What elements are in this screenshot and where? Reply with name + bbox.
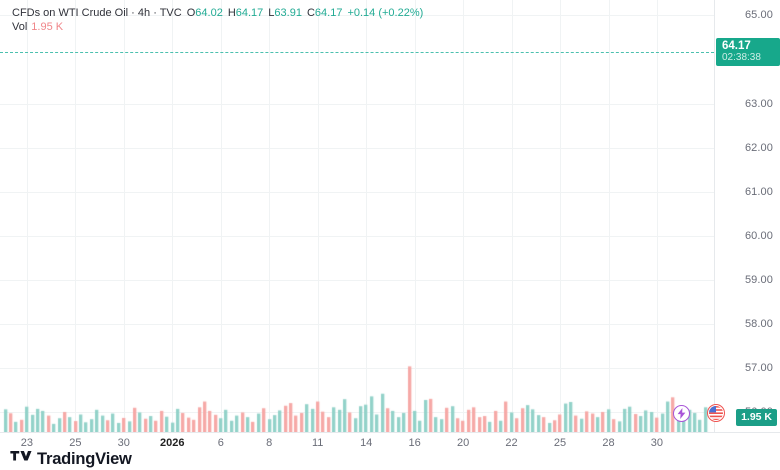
time-axis[interactable]: 23 25 30 2026 6 8 11 14 16 20 22 25 28 30 xyxy=(0,432,780,453)
low-value: 63.91 xyxy=(274,7,302,19)
symbol-title[interactable]: CFDs on WTI Crude Oil · 4h · TVC xyxy=(12,7,182,19)
price-tick-label: 65.00 xyxy=(744,9,773,22)
tradingview-logo[interactable]: TradingView xyxy=(10,450,132,469)
last-price-value: 64.17 xyxy=(722,40,751,52)
time-tick-label: 25 xyxy=(553,437,567,449)
time-tick-label: 14 xyxy=(360,437,373,449)
volume-value: 1.95 K xyxy=(31,21,64,33)
last-price-badge[interactable]: 64.17 02:38:38 xyxy=(716,38,780,66)
high-label: H xyxy=(227,7,236,19)
time-tick-label: 28 xyxy=(602,437,615,449)
price-tick-label: 60.00 xyxy=(744,229,773,242)
time-tick-label: 25 xyxy=(69,437,82,449)
volume-label: Vol xyxy=(12,21,28,33)
time-tick-label: 22 xyxy=(505,437,518,449)
price-tick-label: 63.00 xyxy=(744,97,773,110)
open-label: O xyxy=(186,7,196,19)
close-label: C xyxy=(306,7,315,19)
candlestick-series[interactable] xyxy=(0,0,714,432)
legend-line-volume: Vol 1.95 K xyxy=(12,20,423,34)
bar-countdown-timer: 02:38:38 xyxy=(722,52,761,63)
chart-legend: CFDs on WTI Crude Oil · 4h · TVC O64.02 H6… xyxy=(12,6,423,34)
change-value: +0.14 (+0.22%) xyxy=(347,7,424,19)
time-tick-label: 16 xyxy=(408,437,421,449)
last-price-dashed-line xyxy=(0,52,714,53)
us-flag-icon[interactable] xyxy=(707,404,725,422)
volume-value-badge: 1.95 K xyxy=(736,409,777,426)
time-tick-label: 20 xyxy=(456,437,470,449)
price-tick-label: 62.00 xyxy=(744,141,773,154)
time-tick-label: 11 xyxy=(311,437,324,449)
high-value: 64.17 xyxy=(235,7,264,19)
price-tick-label: 58.00 xyxy=(744,318,773,330)
us-flag-glyph xyxy=(709,406,723,420)
time-tick-label: 23 xyxy=(20,437,34,449)
tradingview-wordmark: TradingView xyxy=(37,450,132,468)
price-tick-label: 61.00 xyxy=(744,185,773,198)
time-tick-label: 6 xyxy=(217,437,224,449)
close-value: 64.17 xyxy=(314,7,343,19)
time-tick-label: 2026 xyxy=(160,437,185,449)
time-tick-label: 30 xyxy=(117,437,130,449)
chart-plot-area[interactable] xyxy=(0,0,714,432)
time-tick-label: 8 xyxy=(266,437,273,449)
time-tick-label: 30 xyxy=(650,437,664,449)
price-tick-label: 59.00 xyxy=(744,273,773,286)
price-tick-label: 57.00 xyxy=(744,362,773,375)
lightning-bolt-icon[interactable] xyxy=(673,405,690,422)
legend-line-symbol-ohlc: CFDs on WTI Crude Oil · 4h · TVC O64.02 H6… xyxy=(12,6,423,20)
open-value: 64.02 xyxy=(195,7,223,19)
price-axis[interactable]: 65.00 63.00 62.00 61.00 60.00 59.00 58.00 57.00… xyxy=(714,0,780,432)
tradingview-logomark xyxy=(10,450,32,469)
low-label: L xyxy=(268,7,275,19)
